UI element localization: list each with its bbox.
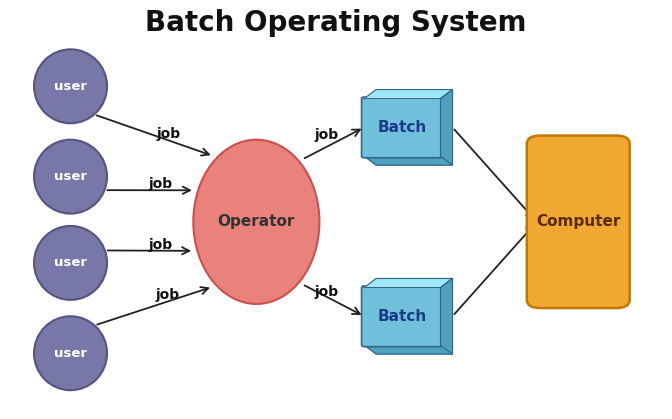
Polygon shape <box>364 279 452 287</box>
Text: job: job <box>156 288 180 302</box>
Text: Batch: Batch <box>378 309 427 324</box>
FancyBboxPatch shape <box>527 136 630 308</box>
Ellipse shape <box>34 316 107 390</box>
Ellipse shape <box>34 140 107 214</box>
Ellipse shape <box>34 49 107 123</box>
Polygon shape <box>364 345 452 354</box>
Text: user: user <box>54 170 87 183</box>
Polygon shape <box>441 90 452 165</box>
Ellipse shape <box>34 226 107 300</box>
Text: Computer: Computer <box>536 215 620 229</box>
Polygon shape <box>441 279 452 354</box>
Text: job: job <box>314 285 339 299</box>
Polygon shape <box>364 156 452 165</box>
Text: job: job <box>156 127 180 141</box>
Text: Batch Operating System: Batch Operating System <box>145 9 527 36</box>
Text: user: user <box>54 256 87 269</box>
Text: Batch: Batch <box>378 120 427 135</box>
FancyBboxPatch shape <box>362 286 443 347</box>
Polygon shape <box>364 90 452 98</box>
Text: job: job <box>148 238 172 251</box>
Text: job: job <box>314 128 339 142</box>
Text: Operator: Operator <box>218 215 295 229</box>
Text: user: user <box>54 347 87 360</box>
Text: job: job <box>149 177 173 191</box>
FancyBboxPatch shape <box>362 97 443 158</box>
Ellipse shape <box>194 140 319 304</box>
Text: user: user <box>54 80 87 93</box>
